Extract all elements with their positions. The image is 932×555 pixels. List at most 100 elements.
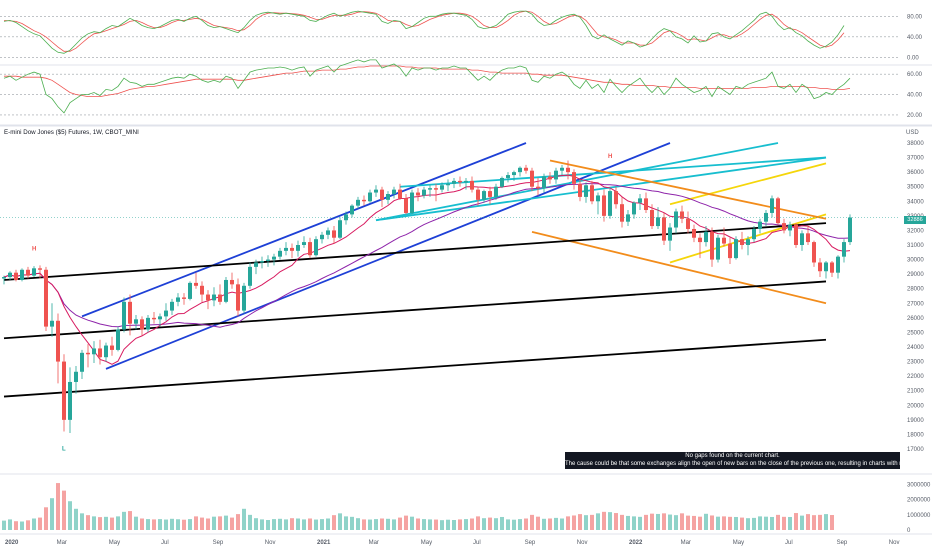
candle-body bbox=[818, 262, 822, 272]
candle-body bbox=[500, 177, 504, 187]
notice-line-1: No gaps found on the current chart. bbox=[685, 453, 780, 459]
volume-axis-label: 3000000 bbox=[907, 483, 931, 489]
volume-bar bbox=[644, 514, 648, 530]
candle-body bbox=[578, 183, 582, 197]
time-axis-label: 2020 bbox=[5, 540, 19, 546]
candle-body bbox=[176, 297, 180, 302]
volume-bar bbox=[452, 520, 456, 530]
price-pane: E-mini Dow Jones ($5) Futures, 1W, CBOT_… bbox=[0, 125, 932, 453]
volume-bar bbox=[710, 515, 714, 530]
volume-bar bbox=[236, 514, 240, 530]
volume-bar bbox=[170, 518, 174, 530]
volume-bar bbox=[770, 516, 774, 530]
candle-body bbox=[224, 279, 228, 302]
volume-bar bbox=[494, 518, 498, 530]
candle-body bbox=[830, 262, 834, 273]
candle-body bbox=[326, 230, 330, 235]
candle-body bbox=[800, 233, 804, 245]
candle-body bbox=[110, 345, 114, 350]
candle-body bbox=[608, 191, 612, 216]
time-axis-label: Mar bbox=[369, 540, 379, 546]
candle-body bbox=[836, 256, 840, 273]
volume-bar bbox=[194, 516, 198, 530]
candle-body bbox=[350, 205, 354, 215]
volume-pane: 3000000 2000000 1000000 0 bbox=[0, 473, 932, 534]
volume-bar bbox=[530, 514, 534, 530]
candle-body bbox=[152, 317, 156, 320]
volume-bar bbox=[704, 513, 708, 530]
time-axis-label: Mar bbox=[57, 540, 67, 546]
volume-bar bbox=[620, 514, 624, 530]
high-marker: H bbox=[32, 246, 36, 252]
volume-axis-label: 2000000 bbox=[907, 498, 931, 504]
volume-bar bbox=[266, 520, 270, 530]
rsi-ma-line bbox=[4, 65, 851, 97]
volume-bar bbox=[428, 519, 432, 530]
volume-bar bbox=[824, 514, 828, 530]
volume-bar bbox=[566, 516, 570, 530]
time-axis-label: Jul bbox=[473, 540, 481, 546]
candle-body bbox=[482, 191, 486, 200]
volume-bar bbox=[602, 511, 606, 530]
time-axis-label: Jul bbox=[161, 540, 169, 546]
volume-bar bbox=[506, 519, 510, 530]
price-axis-label: 29000 bbox=[907, 272, 924, 278]
volume-bar bbox=[434, 519, 438, 530]
volume-bar bbox=[596, 513, 600, 530]
volume-bar bbox=[8, 519, 12, 530]
candle-body bbox=[392, 189, 396, 194]
price-axis-label: 17000 bbox=[907, 447, 924, 453]
volume-bar bbox=[716, 516, 720, 530]
volume-bar bbox=[140, 518, 144, 530]
volume-bar bbox=[632, 516, 636, 530]
candle-body bbox=[596, 195, 600, 202]
candle-body bbox=[302, 242, 306, 245]
volume-bar bbox=[56, 483, 60, 530]
osc-axis-label: 60.00 bbox=[907, 72, 923, 78]
candle-body bbox=[686, 218, 690, 229]
volume-bar bbox=[740, 517, 744, 530]
last-price-tag: 32886 bbox=[904, 216, 926, 224]
candle-body bbox=[602, 195, 606, 216]
price-axis-label: 24000 bbox=[907, 345, 924, 351]
volume-bar bbox=[134, 516, 138, 530]
volume-bar bbox=[830, 515, 834, 530]
candle-body bbox=[782, 223, 786, 231]
trend-line bbox=[531, 231, 827, 305]
candle-body bbox=[86, 352, 90, 355]
candle-body bbox=[554, 170, 558, 180]
volume-bar bbox=[380, 518, 384, 530]
time-axis-label: 2022 bbox=[629, 540, 643, 546]
candle-body bbox=[398, 189, 402, 199]
candle-body bbox=[644, 198, 648, 211]
candle-body bbox=[848, 217, 852, 243]
volume-bar bbox=[356, 518, 360, 530]
candle-body bbox=[734, 239, 738, 259]
volume-bar bbox=[554, 517, 558, 530]
volume-bar bbox=[290, 518, 294, 530]
volume-bar bbox=[458, 519, 462, 530]
price-axis-label: 18000 bbox=[907, 432, 924, 438]
candle-body bbox=[590, 185, 594, 202]
candle-body bbox=[788, 224, 792, 231]
volume-bar bbox=[386, 518, 390, 530]
price-axis-label: 28000 bbox=[907, 287, 924, 293]
candle-body bbox=[62, 361, 66, 420]
volume-bar bbox=[146, 519, 150, 530]
candle-body bbox=[206, 294, 210, 301]
candle-body bbox=[572, 172, 576, 184]
volume-bar bbox=[446, 519, 450, 530]
candle-body bbox=[650, 210, 654, 227]
time-axis-label: May bbox=[421, 540, 432, 546]
volume-bar bbox=[398, 517, 402, 530]
candle-body bbox=[530, 170, 534, 187]
volume-bar bbox=[500, 516, 504, 530]
volume-bar bbox=[782, 516, 786, 530]
price-axis-label: 32000 bbox=[907, 228, 924, 234]
volume-bar bbox=[122, 511, 126, 530]
candle-body bbox=[212, 294, 216, 301]
candle-body bbox=[428, 188, 432, 190]
volume-bar bbox=[32, 518, 36, 530]
